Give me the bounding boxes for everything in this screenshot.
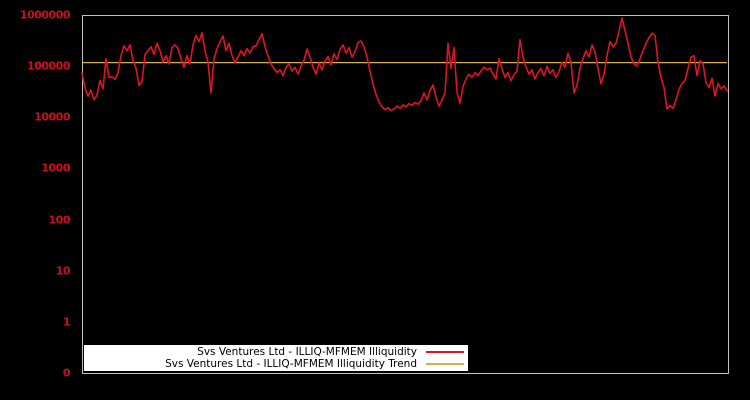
plot-border [82, 15, 729, 374]
y-axis-tick-label: 10 [55, 264, 71, 278]
legend: Svs Ventures Ltd - ILLIQ-MFMEM Illiquidi… [84, 345, 468, 371]
legend-label-trend: Svs Ventures Ltd - ILLIQ-MFMEM Illiquidi… [165, 358, 417, 370]
legend-line-sample-illiquidity [426, 351, 464, 353]
y-axis-tick-label: 1000000 [19, 8, 71, 22]
y-axis-tick-label: 0 [62, 366, 71, 380]
legend-label-illiquidity: Svs Ventures Ltd - ILLIQ-MFMEM Illiquidi… [197, 346, 417, 358]
y-axis-tick-label: 10000 [34, 110, 70, 124]
y-axis-tick-label: 100 [48, 213, 71, 227]
legend-line-sample-trend [426, 363, 464, 365]
y-axis: 1000000 100000 10000 1000 100 10 1 0 [0, 0, 75, 400]
y-axis-tick-label: 1 [62, 315, 71, 329]
illiquidity-series-line [81, 17, 728, 112]
legend-item-illiquidity: Svs Ventures Ltd - ILLIQ-MFMEM Illiquidi… [84, 346, 468, 358]
legend-item-trend: Svs Ventures Ltd - ILLIQ-MFMEM Illiquidi… [84, 358, 468, 370]
y-axis-tick-label: 1000 [41, 161, 70, 175]
y-axis-tick-label: 100000 [27, 59, 70, 73]
